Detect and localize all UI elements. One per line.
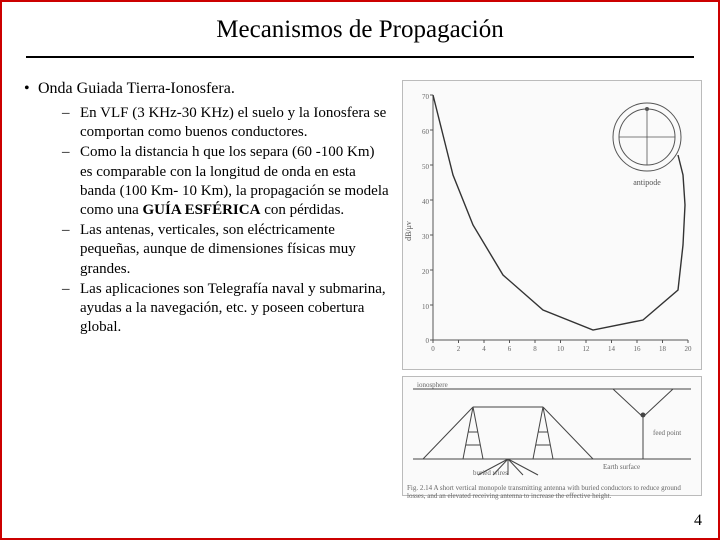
svg-text:40: 40: [422, 198, 430, 206]
svg-text:6: 6: [508, 345, 512, 353]
page-title: Mecanismos de Propagación: [2, 16, 718, 44]
svg-text:antipode: antipode: [633, 178, 661, 187]
svg-text:18: 18: [659, 345, 667, 353]
svg-text:30: 30: [422, 233, 430, 241]
sub-bullet-3: Las antenas, verticales, son eléctricame…: [62, 221, 390, 279]
figure-column: 70 60 50 40 30 20 10 0: [402, 80, 702, 502]
figure-field-vs-distance: 70 60 50 40 30 20 10 0: [402, 80, 702, 370]
svg-text:10: 10: [422, 303, 430, 311]
figure-antenna-diagram: ionosphere Earth surface buried wires fe…: [402, 376, 702, 496]
chart-svg: 70 60 50 40 30 20 10 0: [403, 81, 701, 369]
sub-bullet-1: En VLF (3 KHz-30 KHz) el suelo y la Iono…: [62, 104, 390, 142]
svg-text:Earth surface: Earth surface: [603, 463, 640, 471]
emphasis-guia-esferica: GUÍA ESFÉRICA: [142, 202, 260, 218]
svg-text:feed point: feed point: [653, 429, 681, 437]
svg-text:dB/μv: dB/μv: [404, 221, 413, 241]
page-number: 4: [694, 512, 702, 530]
svg-text:0: 0: [426, 337, 430, 345]
svg-text:0: 0: [431, 345, 435, 353]
svg-text:4: 4: [482, 345, 486, 353]
earth-inset-icon: antipode: [613, 103, 681, 187]
svg-text:60: 60: [422, 128, 430, 136]
svg-text:12: 12: [583, 345, 591, 353]
text-column: Onda Guiada Tierra-Ionosfera. En VLF (3 …: [24, 80, 394, 502]
svg-text:8: 8: [533, 345, 537, 353]
main-bullet: Onda Guiada Tierra-Ionosfera.: [24, 80, 394, 98]
svg-text:10: 10: [557, 345, 565, 353]
svg-text:70: 70: [422, 93, 430, 101]
svg-text:buried wires: buried wires: [473, 469, 508, 477]
svg-text:20: 20: [422, 268, 430, 276]
antenna-svg: ionosphere Earth surface buried wires fe…: [403, 377, 701, 477]
svg-text:16: 16: [634, 345, 642, 353]
content-row: Onda Guiada Tierra-Ionosfera. En VLF (3 …: [2, 58, 718, 502]
svg-text:14: 14: [608, 345, 616, 353]
sub-bullet-2: Como la distancia h que los separa (60 -…: [62, 143, 390, 220]
svg-text:20: 20: [685, 345, 693, 353]
svg-text:ionosphere: ionosphere: [417, 381, 448, 389]
sub-bullet-4: Las aplicaciones son Telegrafía naval y …: [62, 280, 390, 338]
sub-bullet-list: En VLF (3 KHz-30 KHz) el suelo y la Iono…: [24, 104, 394, 337]
figure2-caption: Fig. 2.14 A short vertical monopole tran…: [403, 482, 701, 502]
svg-text:2: 2: [457, 345, 461, 353]
svg-text:50: 50: [422, 163, 430, 171]
